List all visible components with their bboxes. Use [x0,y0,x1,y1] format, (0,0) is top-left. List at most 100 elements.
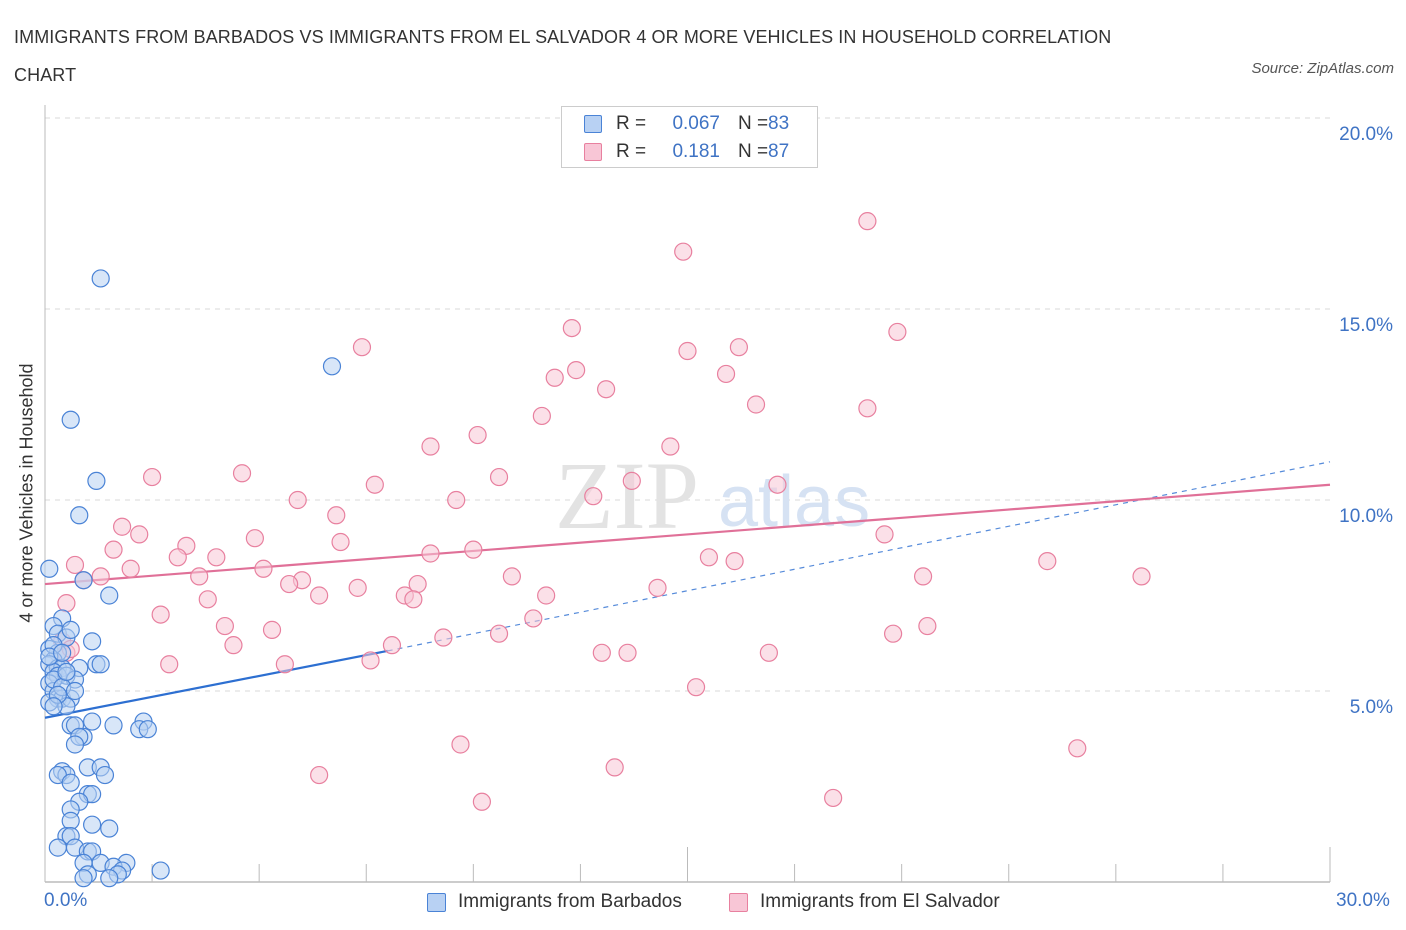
point-el-salvador [746,395,766,414]
point-barbados [87,471,106,490]
point-barbados [100,586,119,605]
point-barbados [70,506,89,525]
legend-n-label: N = [738,113,769,134]
point-el-salvador [232,464,252,483]
point-el-salvador [121,559,140,578]
point-el-salvador [725,552,744,571]
point-el-salvador [537,586,556,605]
bottom-legend-label-el-salvador: Immigrants from El Salvador [760,891,1000,912]
point-barbados [100,819,119,838]
watermark-atlas: atlas [718,462,870,542]
point-el-salvador [716,364,736,384]
point-el-salvador [421,437,440,456]
point-el-salvador [674,242,693,261]
point-barbados [151,861,170,880]
point-el-salvador [142,467,162,487]
point-el-salvador [215,616,234,636]
y-tick-label: 15.0% [1339,315,1393,336]
points-barbados [40,269,342,888]
y-axis-label: 4 or more Vehicles in Household [16,363,37,623]
point-barbados [61,811,80,830]
point-el-salvador [434,628,453,647]
legend-r-label: R = [616,113,647,134]
point-el-salvador [562,319,581,338]
legend-r-value: 0.067 [672,113,720,134]
point-el-salvador [361,651,380,670]
point-el-salvador [686,678,706,697]
point-barbados [74,869,93,888]
bottom-legend-swatch-barbados [427,892,446,912]
point-barbados [95,765,115,785]
point-el-salvador [524,609,543,628]
point-el-salvador [447,490,466,510]
point-el-salvador [1068,739,1087,758]
point-el-salvador [91,567,110,586]
point-el-salvador [310,765,329,785]
point-el-salvador [605,758,624,777]
point-barbados [44,697,63,716]
point-barbados [48,838,67,857]
point-el-salvador [502,567,521,586]
point-el-salvador [262,620,282,639]
point-el-salvador [824,788,843,808]
point-barbados [74,571,93,590]
point-el-salvador [464,540,483,559]
y-tick-label: 10.0% [1339,506,1393,527]
point-el-salvador [254,559,273,578]
point-el-salvador [1038,552,1057,571]
point-el-salvador [245,529,264,548]
bottom-legend-label-barbados: Immigrants from Barbados [458,891,682,912]
point-barbados [83,815,102,834]
point-el-salvador [365,475,384,494]
point-el-salvador [65,555,85,575]
point-barbados [322,357,342,376]
point-el-salvador [421,544,440,563]
point-el-salvador [888,322,907,342]
point-barbados [91,655,110,674]
point-el-salvador [532,406,551,426]
point-el-salvador [875,525,894,544]
point-barbados [61,620,80,639]
trend-barbados-solid [44,649,388,719]
source-note: Source: ZipAtlas.com [1251,60,1394,77]
point-el-salvador [913,567,933,586]
watermark-zip: ZIP [555,442,699,549]
point-barbados [100,869,119,888]
point-el-salvador [288,490,307,510]
bottom-legend-swatch-el-salvador [729,892,748,912]
point-el-salvador [310,586,329,605]
trend-line-barbados [44,461,1331,719]
point-el-salvador [130,525,149,544]
chart-title: IMMIGRANTS FROM BARBADOS VS IMMIGRANTS F… [14,27,1112,85]
point-el-salvador [618,643,637,662]
point-el-salvador [207,548,226,567]
point-el-salvador [160,655,179,674]
x-tick-min: 0.0% [44,890,88,911]
point-el-salvador [883,624,903,643]
trend-barbados-dashed [387,461,1331,652]
point-el-salvador [382,636,402,655]
point-el-salvador [57,594,76,613]
legend-r-value: 0.181 [672,141,720,162]
point-el-salvador [567,361,586,380]
legend-row-barbados: R = 0.067 N = 83 [584,111,789,137]
point-el-salvador [168,548,187,567]
gridlines [45,117,1330,692]
watermark: ZIP atlas [555,442,870,549]
point-barbados [61,773,80,792]
points-el-salvador [53,212,1151,811]
point-barbados [65,735,85,754]
point-el-salvador [729,338,749,357]
point-el-salvador [224,636,243,655]
bottom-legend-barbados: Immigrants from Barbados [427,890,682,914]
point-barbados [57,662,76,682]
point-el-salvador [327,506,346,525]
point-el-salvador [622,471,641,490]
point-el-salvador [768,475,787,494]
point-el-salvador [190,567,209,586]
point-el-salvador [451,735,470,754]
point-barbados [91,269,110,288]
legend-row-el-salvador: R = 0.181 N = 87 [584,139,789,165]
y-tick-label: 20.0% [1339,124,1393,145]
point-el-salvador [280,574,299,594]
